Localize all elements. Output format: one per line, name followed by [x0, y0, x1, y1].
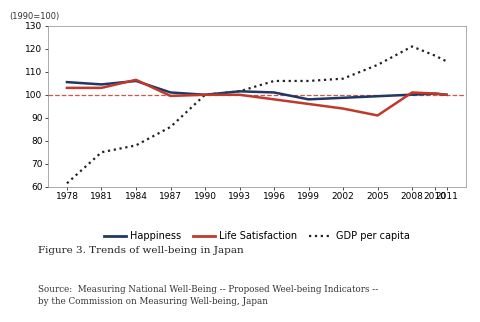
- Legend: Happiness, Life Satisfaction, GDP per capita: Happiness, Life Satisfaction, GDP per ca…: [100, 227, 413, 245]
- Text: Figure 3. Trends of well-being in Japan: Figure 3. Trends of well-being in Japan: [38, 246, 244, 255]
- Text: Source:  Measuring National Well-Being -- Proposed Weel-being Indicators --
by t: Source: Measuring National Well-Being --…: [38, 285, 379, 307]
- Text: (1990=100): (1990=100): [10, 12, 60, 21]
